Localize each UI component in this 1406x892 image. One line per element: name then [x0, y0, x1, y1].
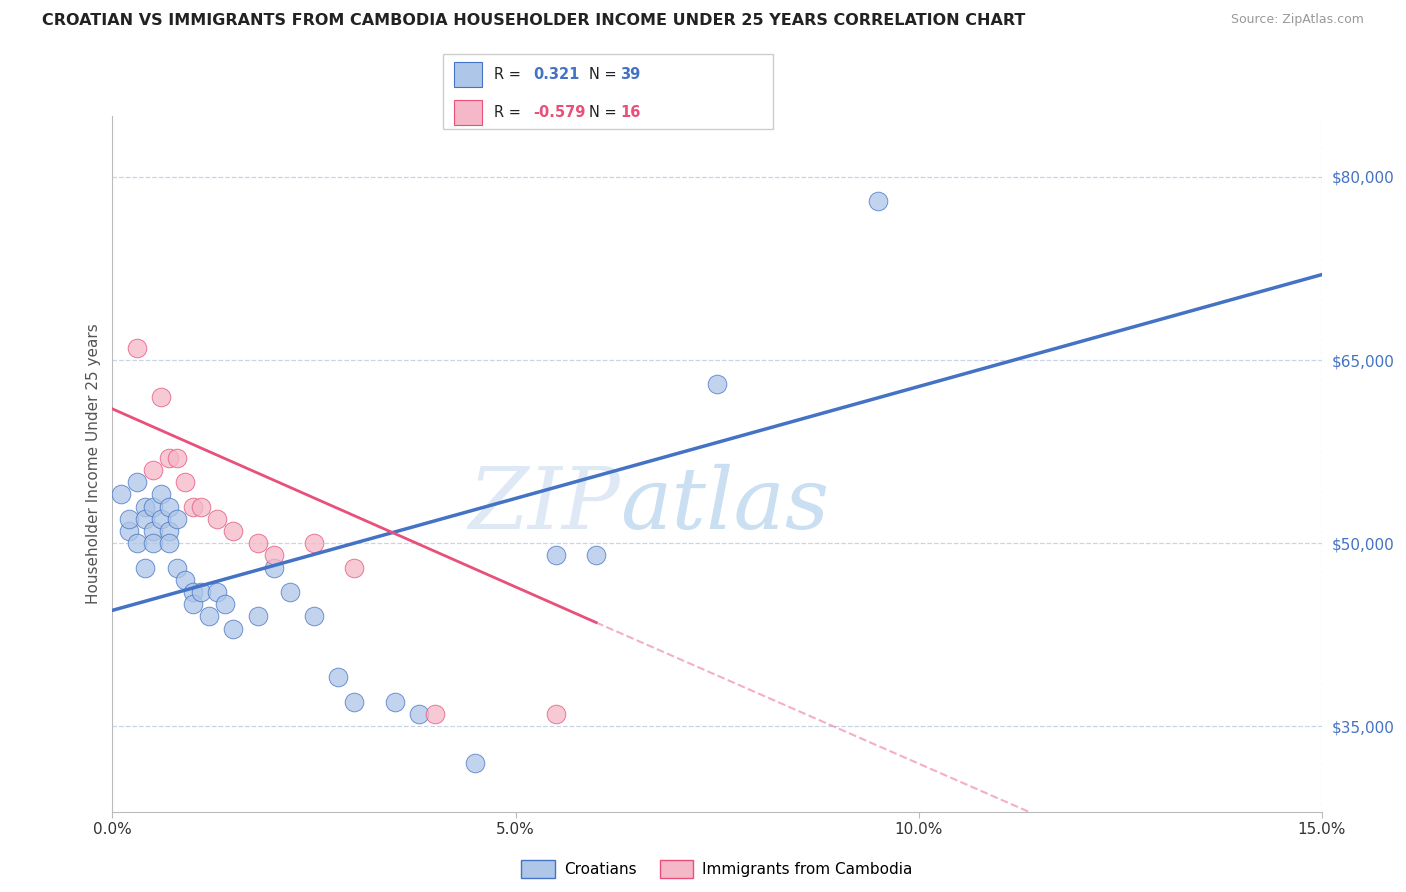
Text: atlas: atlas	[620, 464, 830, 547]
Point	[263, 560, 285, 574]
Point	[207, 512, 229, 526]
Point	[142, 536, 165, 550]
Text: N =: N =	[589, 105, 621, 120]
Point	[214, 597, 236, 611]
Point	[544, 549, 567, 563]
Point	[134, 500, 156, 514]
Point	[198, 609, 221, 624]
Point	[343, 695, 366, 709]
Point	[343, 560, 366, 574]
Point	[302, 609, 325, 624]
Legend: Croatians, Immigrants from Cambodia: Croatians, Immigrants from Cambodia	[515, 855, 920, 884]
Y-axis label: Householder Income Under 25 years: Householder Income Under 25 years	[86, 324, 101, 604]
Point	[149, 487, 172, 501]
Text: R =: R =	[494, 67, 524, 82]
Point	[246, 609, 269, 624]
Point	[181, 500, 204, 514]
Point	[190, 585, 212, 599]
Point	[207, 585, 229, 599]
Point	[125, 536, 148, 550]
Point	[142, 524, 165, 538]
Point	[134, 512, 156, 526]
Point	[142, 463, 165, 477]
Text: N =: N =	[589, 67, 621, 82]
Point	[149, 390, 172, 404]
Text: CROATIAN VS IMMIGRANTS FROM CAMBODIA HOUSEHOLDER INCOME UNDER 25 YEARS CORRELATI: CROATIAN VS IMMIGRANTS FROM CAMBODIA HOU…	[42, 13, 1025, 29]
Point	[222, 622, 245, 636]
Text: 0.321: 0.321	[533, 67, 579, 82]
Point	[157, 500, 180, 514]
Point	[125, 341, 148, 355]
Text: 16: 16	[620, 105, 640, 120]
Point	[328, 670, 350, 684]
Point	[110, 487, 132, 501]
Point	[190, 500, 212, 514]
Text: ZIP: ZIP	[468, 464, 620, 547]
Point	[868, 194, 890, 209]
Point	[706, 377, 728, 392]
Point	[384, 695, 406, 709]
Point	[585, 549, 607, 563]
Text: Source: ZipAtlas.com: Source: ZipAtlas.com	[1230, 13, 1364, 27]
Point	[263, 549, 285, 563]
Point	[157, 524, 180, 538]
Point	[302, 536, 325, 550]
Point	[423, 707, 446, 722]
Point	[174, 475, 197, 490]
Text: -0.579: -0.579	[533, 105, 585, 120]
Point	[157, 536, 180, 550]
Point	[142, 500, 165, 514]
Point	[149, 512, 172, 526]
Point	[222, 524, 245, 538]
Point	[174, 573, 197, 587]
Text: R =: R =	[494, 105, 524, 120]
Point	[166, 560, 188, 574]
Point	[166, 450, 188, 465]
Point	[278, 585, 301, 599]
Point	[117, 524, 139, 538]
Point	[181, 585, 204, 599]
Point	[125, 475, 148, 490]
Point	[464, 756, 486, 770]
Point	[246, 536, 269, 550]
Point	[157, 450, 180, 465]
Point	[117, 512, 139, 526]
Point	[544, 707, 567, 722]
Point	[166, 512, 188, 526]
Point	[408, 707, 430, 722]
Text: 39: 39	[620, 67, 640, 82]
Point	[134, 560, 156, 574]
Point	[181, 597, 204, 611]
